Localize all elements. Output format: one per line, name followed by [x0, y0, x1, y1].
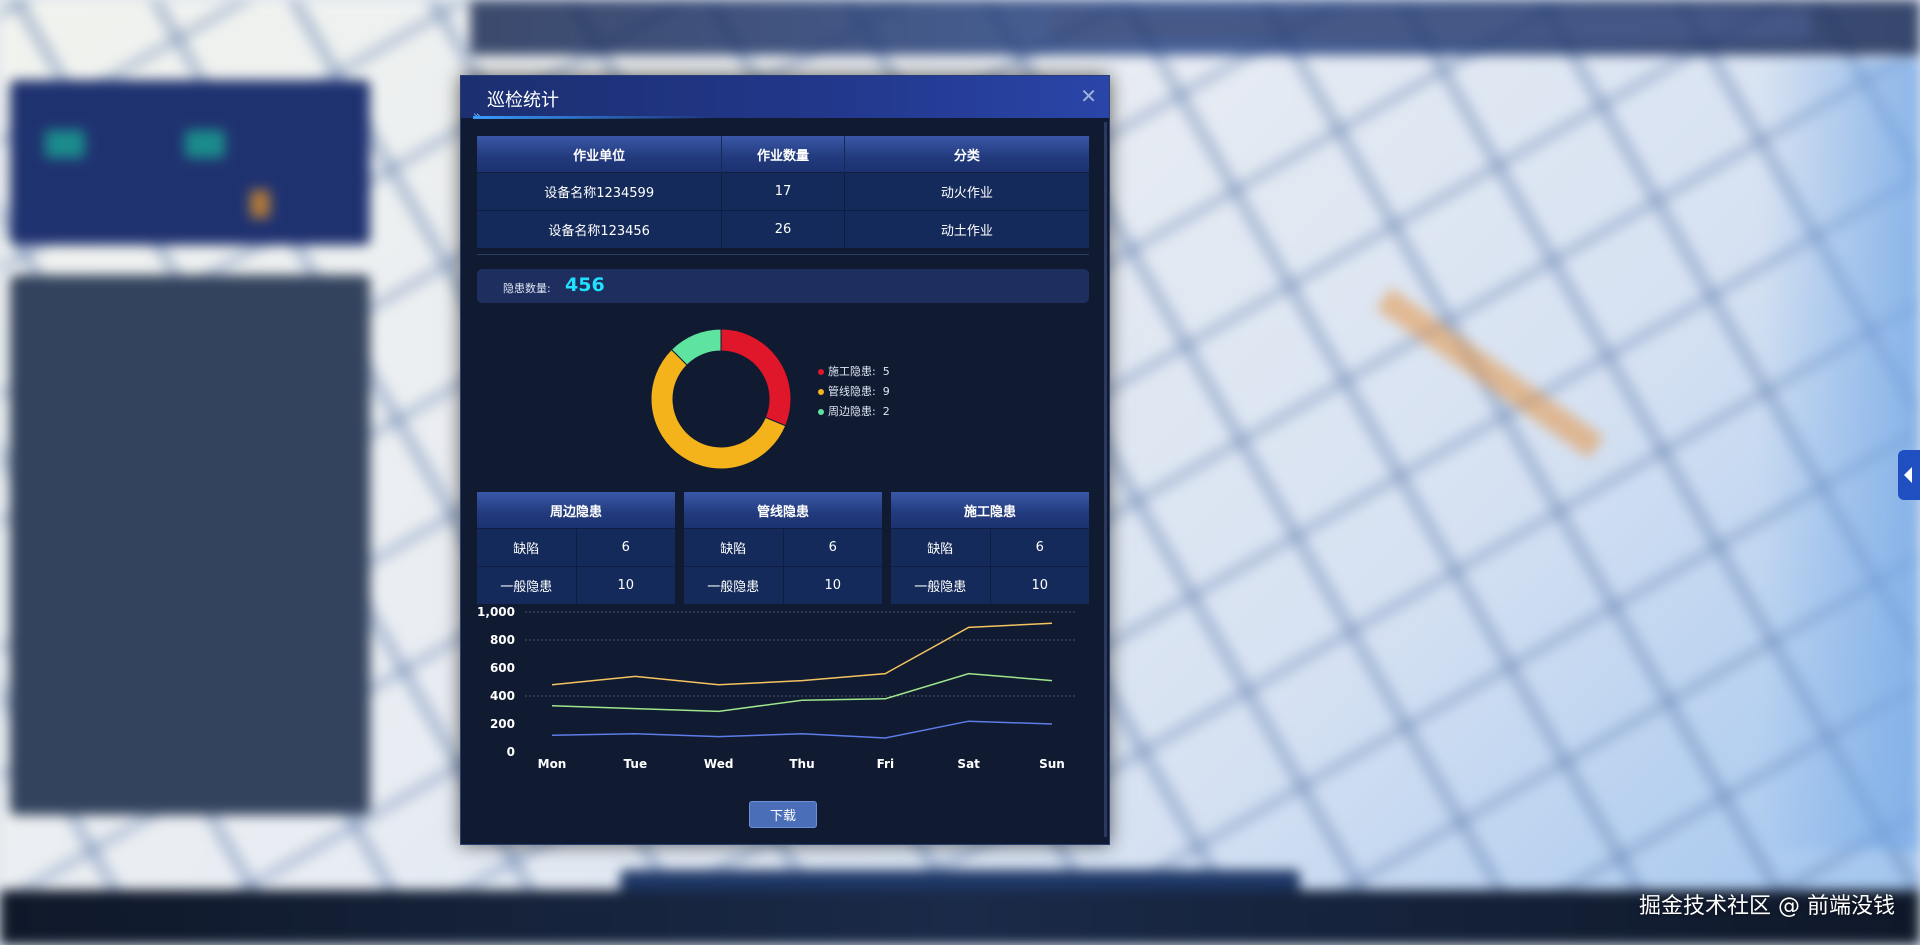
- table-cell: 一般隐患: [684, 566, 784, 604]
- y-tick-label: 800: [490, 633, 515, 647]
- table-cell: 10: [783, 566, 882, 604]
- map-frame: [1110, 75, 1911, 845]
- y-tick-label: 600: [490, 661, 515, 675]
- table-cell: 6: [783, 528, 882, 567]
- table-cell: 设备名称123456: [477, 210, 723, 248]
- panel-chip: [185, 130, 225, 158]
- hazard-count-value: 456: [565, 274, 605, 296]
- legend-value: 2: [882, 405, 890, 418]
- legend-dot: [818, 389, 824, 395]
- x-tick-label: Tue: [624, 757, 648, 771]
- table-header: 管线隐患: [684, 492, 882, 529]
- table-row: 缺陷 6: [891, 528, 1089, 567]
- surrounding-hazard-table: 周边隐患 缺陷 6 一般隐患 10: [477, 492, 675, 604]
- table-cell: 动火作业: [844, 172, 1089, 211]
- x-tick-label: Wed: [704, 757, 734, 771]
- donut-legend: 施工隐患: 5 管线隐患: 9 周边隐患: 2: [818, 362, 890, 422]
- legend-item: 施工隐患: 5: [818, 362, 890, 382]
- table-cell: 缺陷: [477, 528, 577, 567]
- header-underline: [473, 116, 713, 119]
- series-line: [551, 720, 1053, 739]
- table-row: 设备名称1234599 17 动火作业: [477, 172, 1089, 211]
- x-tick-label: Thu: [789, 757, 814, 771]
- left-panel-bottom: [10, 275, 370, 815]
- work-table: 作业单位 作业数量 分类 设备名称1234599 17 动火作业 设备名称123…: [477, 136, 1089, 248]
- dialog-title: 巡检统计: [487, 90, 559, 111]
- table-row: 设备名称123456 26 动土作业: [477, 210, 1089, 248]
- inspection-stats-dialog: 巡检统计 ✕ » 作业单位 作业数量 分类 设备名称1234599 17 动火作…: [460, 75, 1110, 845]
- y-tick-label: 1,000: [477, 605, 515, 619]
- table-header: 周边隐患: [477, 492, 675, 529]
- table-header-row: 作业单位 作业数量 分类: [477, 136, 1089, 173]
- table-cell: 一般隐患: [477, 566, 577, 604]
- divider: [477, 254, 1089, 255]
- y-tick-label: 400: [490, 689, 515, 703]
- table-row: 一般隐患 10: [684, 566, 882, 604]
- scrollbar[interactable]: [1104, 122, 1107, 837]
- legend-label: 施工隐患:: [828, 365, 876, 378]
- top-search: [1050, 10, 1810, 40]
- hazard-donut-chart: [650, 328, 792, 470]
- legend-value: 5: [882, 365, 890, 378]
- legend-dot: [818, 409, 824, 415]
- map-water: [1760, 60, 1920, 850]
- x-tick-label: Mon: [538, 757, 567, 771]
- table-cell: 缺陷: [684, 528, 784, 567]
- close-icon[interactable]: ✕: [1080, 84, 1097, 108]
- x-tick-label: Sun: [1039, 757, 1065, 771]
- left-panel-top: [10, 80, 370, 245]
- table-header: 分类: [844, 136, 1089, 173]
- pipeline-hazard-table: 管线隐患 缺陷 6 一般隐患 10: [684, 492, 882, 604]
- table-cell: 17: [721, 172, 845, 211]
- series-line: [551, 622, 1053, 686]
- table-cell: 26: [721, 210, 845, 248]
- hazard-count-label: 隐患数量:: [503, 282, 551, 295]
- bottom-bar: [0, 890, 1920, 945]
- table-row: 一般隐患 10: [891, 566, 1089, 604]
- x-tick-label: Sat: [957, 757, 980, 771]
- table-cell: 一般隐患: [891, 566, 991, 604]
- table-row: 一般隐患 10: [477, 566, 675, 604]
- table-header: 作业数量: [721, 136, 845, 173]
- table-row: 缺陷 6: [684, 528, 882, 567]
- y-tick-label: 0: [507, 745, 515, 759]
- table-cell: 缺陷: [891, 528, 991, 567]
- dialog-header: 巡检统计 ✕: [461, 76, 1109, 118]
- table-cell: 6: [576, 528, 675, 567]
- right-expand-tab[interactable]: [1898, 450, 1920, 500]
- panel-chip: [250, 190, 270, 218]
- table-row: 缺陷 6: [477, 528, 675, 567]
- legend-value: 9: [882, 385, 890, 398]
- series-line: [551, 672, 1053, 713]
- construction-hazard-table: 施工隐患 缺陷 6 一般隐患 10: [891, 492, 1089, 604]
- panel-chip: [45, 130, 85, 158]
- donut-slice[interactable]: [650, 348, 787, 470]
- legend-item: 周边隐患: 2: [818, 402, 890, 422]
- table-cell: 设备名称1234599: [477, 172, 723, 211]
- y-tick-label: 200: [490, 717, 515, 731]
- x-tick-label: Fri: [877, 757, 894, 771]
- hazard-trend-line-chart: 0 200 400 600 800 1,000 Mon Tue Wed Thu Fri Sat Sun: [477, 605, 1077, 771]
- donut-slice[interactable]: [670, 328, 722, 366]
- table-cell: 动土作业: [844, 210, 1089, 248]
- table-cell: 10: [990, 566, 1089, 604]
- legend-label: 周边隐患:: [828, 405, 876, 418]
- download-button[interactable]: 下载: [749, 801, 817, 828]
- legend-dot: [818, 369, 824, 375]
- donut-slice[interactable]: [720, 328, 792, 427]
- table-cell: 10: [576, 566, 675, 604]
- table-header: 施工隐患: [891, 492, 1089, 529]
- legend-label: 管线隐患:: [828, 385, 876, 398]
- watermark: 掘金技术社区 @ 前端没钱: [1639, 894, 1895, 919]
- hazard-count-bar: 隐患数量: 456: [477, 269, 1089, 303]
- table-header: 作业单位: [477, 136, 723, 173]
- table-cell: 6: [990, 528, 1089, 567]
- legend-item: 管线隐患: 9: [818, 382, 890, 402]
- top-toolbar: [470, 0, 1920, 55]
